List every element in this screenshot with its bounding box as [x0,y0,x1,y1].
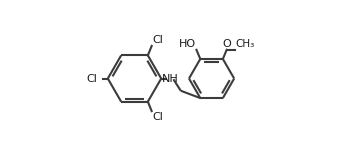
Text: O: O [222,39,231,49]
Text: Cl: Cl [152,35,163,45]
Text: Cl: Cl [87,73,98,83]
Text: Cl: Cl [152,112,163,122]
Text: HO: HO [179,39,196,49]
Text: NH: NH [162,73,178,83]
Text: CH₃: CH₃ [235,39,254,49]
